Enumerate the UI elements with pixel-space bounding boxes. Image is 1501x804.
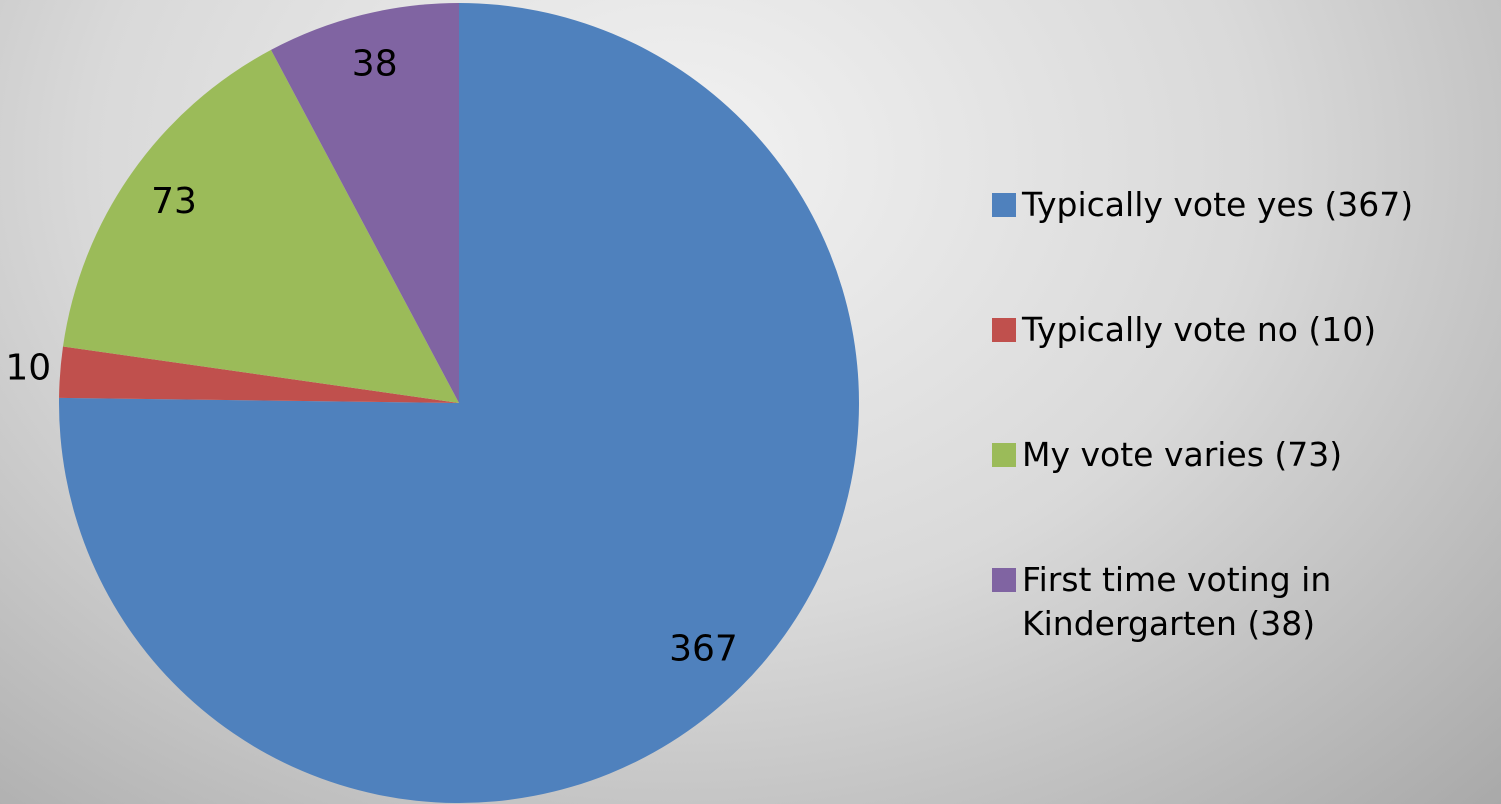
legend-item: Typically vote yes (367) (992, 183, 1492, 227)
legend: Typically vote yes (367) Typically vote n… (992, 183, 1492, 727)
legend-swatch (992, 318, 1016, 342)
data-label: 10 (5, 348, 51, 389)
data-label: 73 (151, 181, 197, 222)
pie-slice (59, 346, 460, 403)
legend-swatch (992, 193, 1016, 217)
data-label: 38 (352, 43, 398, 84)
data-label: 367 (669, 629, 738, 670)
legend-label: First time voting in Kindergarten (38) (1022, 560, 1332, 643)
legend-item: Typically vote no (10) (992, 308, 1492, 352)
pie-slice (63, 49, 459, 404)
legend-swatch (992, 568, 1016, 592)
legend-item: First time voting in Kindergarten (38) (992, 558, 1492, 646)
pie-slice (59, 3, 859, 804)
pie-slice (271, 2, 459, 403)
legend-swatch (992, 443, 1016, 467)
legend-label: My vote varies (73) (1022, 435, 1343, 474)
legend-label: Typically vote yes (367) (1022, 185, 1414, 224)
legend-label: Typically vote no (10) (1022, 310, 1377, 349)
legend-item: My vote varies (73) (992, 433, 1492, 477)
